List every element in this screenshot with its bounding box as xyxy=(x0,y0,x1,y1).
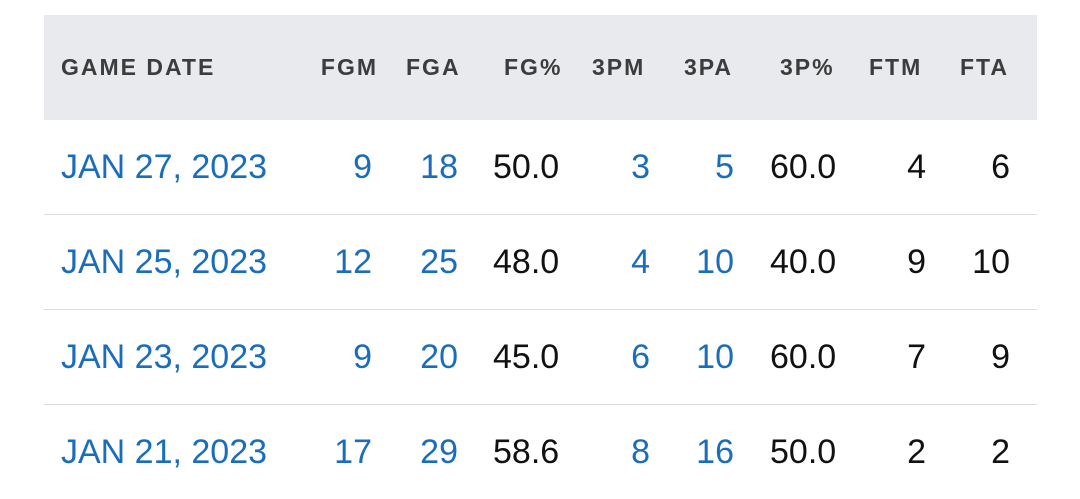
ftm-value: 7 xyxy=(907,338,926,376)
fg-pct-value: 45.0 xyxy=(493,338,560,376)
3p-pct-value: 60.0 xyxy=(770,338,837,376)
3pa-value[interactable]: 10 xyxy=(696,338,734,376)
fta-value: 2 xyxy=(991,433,1010,471)
fta-value: 10 xyxy=(972,243,1010,281)
3pm-value[interactable]: 8 xyxy=(631,433,650,471)
3pm-value[interactable]: 6 xyxy=(631,338,650,376)
table-row: JAN 21, 2023 17 29 58.6 8 16 50.0 2 2 xyxy=(44,405,1037,499)
col-header-fta[interactable]: FTA xyxy=(960,54,1010,80)
fga-value[interactable]: 20 xyxy=(420,338,458,376)
game-date-link[interactable]: JAN 21, 2023 xyxy=(61,433,268,471)
fga-value[interactable]: 18 xyxy=(420,148,458,186)
fga-value[interactable]: 25 xyxy=(420,243,458,281)
col-header-fg-pct[interactable]: FG% xyxy=(504,54,563,80)
3pa-value[interactable]: 10 xyxy=(696,243,734,281)
fgm-value[interactable]: 9 xyxy=(353,148,372,186)
fga-value[interactable]: 29 xyxy=(420,433,458,471)
3pa-value[interactable]: 16 xyxy=(696,433,734,471)
ftm-value: 4 xyxy=(907,148,926,186)
fgm-value[interactable]: 12 xyxy=(334,243,372,281)
col-header-game-date[interactable]: GAME DATE xyxy=(61,54,216,80)
3pa-value[interactable]: 5 xyxy=(715,148,734,186)
fta-value: 9 xyxy=(991,338,1010,376)
3p-pct-value: 40.0 xyxy=(770,243,837,281)
col-header-fgm[interactable]: FGM xyxy=(320,54,378,80)
ftm-value: 9 xyxy=(907,243,926,281)
table-header: GAME DATE FGM FGA FG% 3PM 3PA 3P% FTM FT… xyxy=(44,15,1037,120)
col-header-ftm[interactable]: FTM xyxy=(869,54,923,80)
fg-pct-value: 48.0 xyxy=(493,243,560,281)
fgm-value[interactable]: 17 xyxy=(334,433,372,471)
game-date-link[interactable]: JAN 23, 2023 xyxy=(61,338,268,376)
table-body: JAN 27, 2023 9 18 50.0 3 5 60.0 4 6 JAN … xyxy=(44,120,1037,499)
col-header-3pm[interactable]: 3PM xyxy=(592,54,646,80)
game-date-link[interactable]: JAN 25, 2023 xyxy=(61,243,268,281)
3p-pct-value: 60.0 xyxy=(770,148,837,186)
table-row: JAN 25, 2023 12 25 48.0 4 10 40.0 9 10 xyxy=(44,215,1037,310)
col-header-3pa[interactable]: 3PA xyxy=(684,54,734,80)
table-row: JAN 27, 2023 9 18 50.0 3 5 60.0 4 6 xyxy=(44,120,1037,215)
table-row: JAN 23, 2023 9 20 45.0 6 10 60.0 7 9 xyxy=(44,310,1037,405)
col-header-3p-pct[interactable]: 3P% xyxy=(780,54,835,80)
ftm-value: 2 xyxy=(907,433,926,471)
fg-pct-value: 58.6 xyxy=(493,433,560,471)
3pm-value[interactable]: 3 xyxy=(631,148,650,186)
3p-pct-value: 50.0 xyxy=(770,433,837,471)
fta-value: 6 xyxy=(991,148,1010,186)
fgm-value[interactable]: 9 xyxy=(353,338,372,376)
col-header-fga[interactable]: FGA xyxy=(406,54,461,80)
3pm-value[interactable]: 4 xyxy=(631,243,650,281)
game-date-link[interactable]: JAN 27, 2023 xyxy=(61,148,268,186)
game-log-table: GAME DATE FGM FGA FG% 3PM 3PA 3P% FTM FT… xyxy=(44,15,1037,499)
fg-pct-value: 50.0 xyxy=(493,148,560,186)
